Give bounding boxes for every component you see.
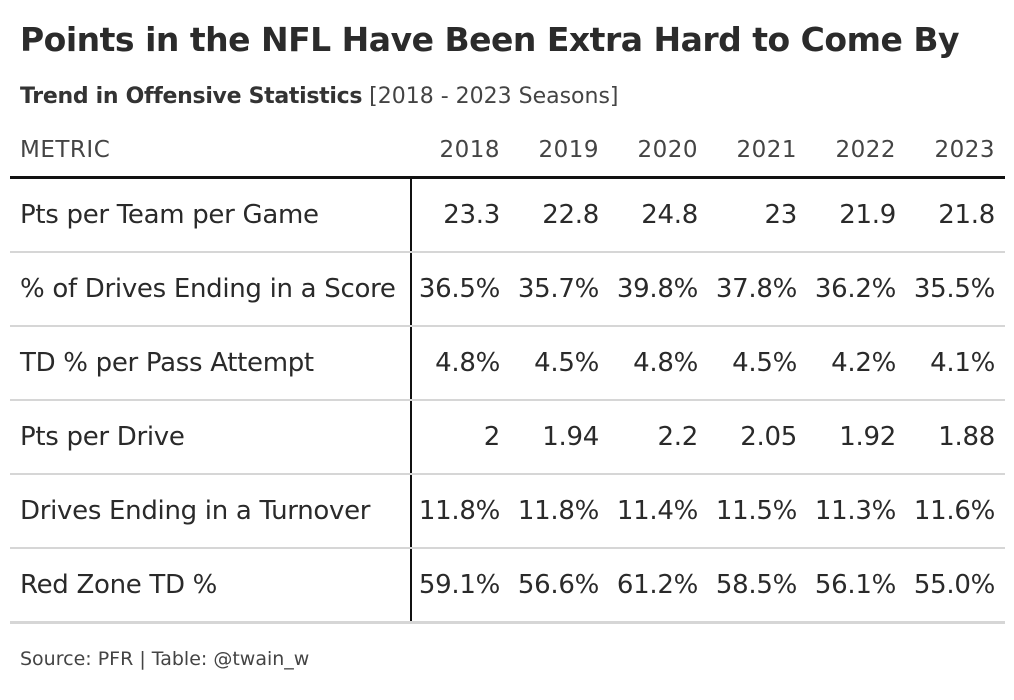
table-cell: 23.3 <box>411 177 510 253</box>
table-cell: 36.5% <box>411 252 510 327</box>
table-cell: 21.9 <box>807 177 906 253</box>
column-header-2023: 2023 <box>906 124 1005 179</box>
table-cell: 4.5% <box>510 326 609 401</box>
table-cell: 22.8 <box>510 177 609 253</box>
metric-label: Pts per Drive <box>10 400 412 475</box>
table-cell: 1.92 <box>807 400 906 475</box>
table-cell: 37.8% <box>708 252 807 327</box>
source-caption: Source: PFR | Table: @twain_w <box>20 648 310 670</box>
table-row: Pts per Team per Game 23.3 22.8 24.8 23 … <box>10 177 1005 253</box>
subtitle-bold: Trend in Offensive Statistics <box>20 84 363 109</box>
table-cell: 24.8 <box>609 177 708 253</box>
table-cell: 58.5% <box>708 548 807 624</box>
page-title: Points in the NFL Have Been Extra Hard t… <box>20 20 960 59</box>
table-cell: 36.2% <box>807 252 906 327</box>
column-header-2022: 2022 <box>807 124 906 179</box>
table-cell: 11.8% <box>411 474 510 549</box>
table-cell: 35.7% <box>510 252 609 327</box>
table-cell: 2.2 <box>609 400 708 475</box>
table-cell: 4.2% <box>807 326 906 401</box>
table-cell: 11.5% <box>708 474 807 549</box>
column-header-metric: METRIC <box>10 124 411 179</box>
table-cell: 55.0% <box>906 548 1005 624</box>
table-cell: 11.4% <box>609 474 708 549</box>
table-cell: 23 <box>708 177 807 253</box>
table-cell: 2 <box>411 400 510 475</box>
table-row: % of Drives Ending in a Score 36.5% 35.7… <box>10 252 1005 327</box>
column-header-2018: 2018 <box>411 124 510 179</box>
table-cell: 35.5% <box>906 252 1005 327</box>
table-cell: 61.2% <box>609 548 708 624</box>
metric-label: Drives Ending in a Turnover <box>10 474 412 549</box>
table-cell: 4.8% <box>411 326 510 401</box>
subtitle: Trend in Offensive Statistics [2018 - 20… <box>20 84 619 109</box>
table-cell: 4.5% <box>708 326 807 401</box>
metric-label: Red Zone TD % <box>10 548 412 624</box>
table-cell: 56.6% <box>510 548 609 624</box>
subtitle-range: [2018 - 2023 Seasons] <box>369 84 619 109</box>
table-cell: 56.1% <box>807 548 906 624</box>
table-cell: 1.88 <box>906 400 1005 475</box>
metric-label: TD % per Pass Attempt <box>10 326 412 401</box>
table-cell: 59.1% <box>411 548 510 624</box>
column-header-2019: 2019 <box>510 124 609 179</box>
column-header-2020: 2020 <box>609 124 708 179</box>
table-row: Red Zone TD % 59.1% 56.6% 61.2% 58.5% 56… <box>10 548 1005 624</box>
table-body: Pts per Team per Game 23.3 22.8 24.8 23 … <box>10 177 1005 624</box>
table-cell: 11.3% <box>807 474 906 549</box>
table-cell: 1.94 <box>510 400 609 475</box>
metric-label: % of Drives Ending in a Score <box>10 252 412 327</box>
stats-table: METRIC 2018 2019 2020 2021 2022 2023 Pts… <box>10 124 1005 624</box>
table-cell: 21.8 <box>906 177 1005 253</box>
table-cell: 11.6% <box>906 474 1005 549</box>
table-cell: 39.8% <box>609 252 708 327</box>
table-cell: 4.8% <box>609 326 708 401</box>
table-row: Drives Ending in a Turnover 11.8% 11.8% … <box>10 474 1005 549</box>
table-row: TD % per Pass Attempt 4.8% 4.5% 4.8% 4.5… <box>10 326 1005 401</box>
table-cell: 2.05 <box>708 400 807 475</box>
table-row: Pts per Drive 2 1.94 2.2 2.05 1.92 1.88 <box>10 400 1005 475</box>
table-header-row: METRIC 2018 2019 2020 2021 2022 2023 <box>10 124 1005 179</box>
table-cell: 4.1% <box>906 326 1005 401</box>
metric-label: Pts per Team per Game <box>10 177 412 253</box>
table-cell: 11.8% <box>510 474 609 549</box>
column-header-2021: 2021 <box>708 124 807 179</box>
